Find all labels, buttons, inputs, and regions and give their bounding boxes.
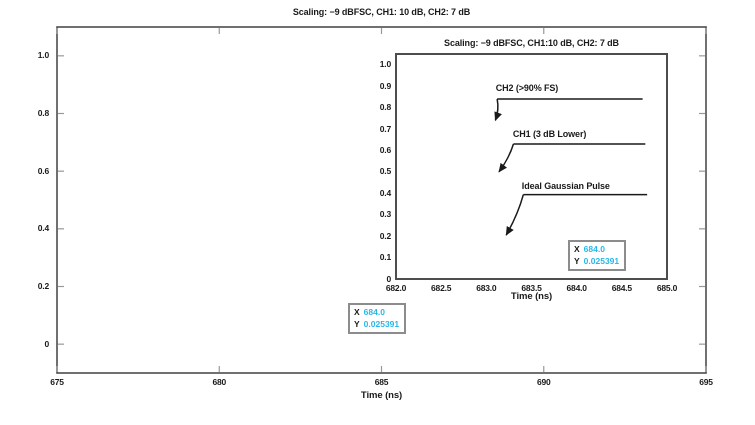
inset-x-tick-label: 683.0 [476,283,497,293]
inset-x-tick-label: 682.0 [385,283,407,293]
annotation-arrow [494,98,502,122]
inset-y-tick-label: 0.5 [379,166,391,177]
main-y-tick-label: 0.4 [37,223,49,234]
inset-y-tick-label: 0.2 [379,230,391,241]
inset-x-tick-label: 683.5 [521,283,542,293]
annotation-label: Ideal Gaussian Pulse [521,180,610,191]
annotation-label: CH1 (3 dB Lower) [512,129,587,140]
outer-cursor-readout: X 684.0 Y 0.025391 [348,303,407,334]
inset-x-tick-label: 682.5 [431,283,452,293]
inset-x-axis-label: Time (ns) [510,291,553,302]
cursor-y-label: Y [574,256,580,266]
inset-y-tick-label: 0 [386,273,391,284]
main-y-tick-label: 0.6 [37,165,49,176]
inset-y-tick-label: 0.6 [379,144,391,155]
cursor-y-value: 0.025391 [583,256,620,266]
inset-y-tick-label: 0.9 [379,80,391,91]
main-y-tick-label: 1.0 [37,50,49,61]
main-y-tick-label: 0 [44,338,49,349]
outer-chart-title: Scaling: −9 dBFSC, CH1: 10 dB, CH2: 7 dB [292,7,471,17]
annotation-arrow [498,143,515,173]
inset-y-tick-label: 0.1 [379,252,391,263]
inset-x-tick-label: 684.0 [566,283,587,293]
cursor-x-value: 684.0 [583,244,605,254]
cursor-x-value: 684.0 [363,307,385,317]
cursor-y-row: Y 0.025391 [354,318,399,330]
main-x-tick-label: 690 [536,377,551,387]
main-x-tick-label: 695 [699,377,713,387]
annotation-arrow [505,194,525,236]
outer-x-axis-label: Time (ns) [360,390,403,401]
inset-cursor-readout: X 684.0 Y 0.025391 [568,240,627,271]
inset-x-tick-label: 685.0 [656,283,678,293]
inset-chart-title: Scaling: −9 dBFSC, CH1:10 dB, CH2: 7 dB [444,38,619,48]
cursor-x-label: X [354,307,360,317]
cursor-x-row: X 684.0 [354,306,399,318]
inset-y-tick-label: 0.3 [379,209,391,220]
cursor-y-row: Y 0.025391 [574,255,619,267]
inset-y-tick-label: 0.4 [379,187,391,198]
inset-y-tick-label: 0.7 [379,123,391,134]
main-x-tick-label: 675 [50,377,64,387]
inset-y-tick-label: 1.0 [379,59,391,70]
main-x-tick-label: 685 [374,377,389,387]
annotation-label: CH2 (>90% FS) [495,83,559,94]
cursor-y-label: Y [354,319,360,329]
main-y-tick-label: 0.8 [37,108,49,118]
main-y-tick-label: 0.2 [37,281,49,291]
cursor-y-value: 0.025391 [363,319,400,329]
cursor-x-row: X 684.0 [574,243,619,255]
main-x-tick-label: 680 [212,377,227,387]
inset-y-tick-label: 0.8 [379,102,391,113]
inset-x-tick-label: 684.5 [611,283,632,293]
cursor-x-label: X [574,244,580,254]
